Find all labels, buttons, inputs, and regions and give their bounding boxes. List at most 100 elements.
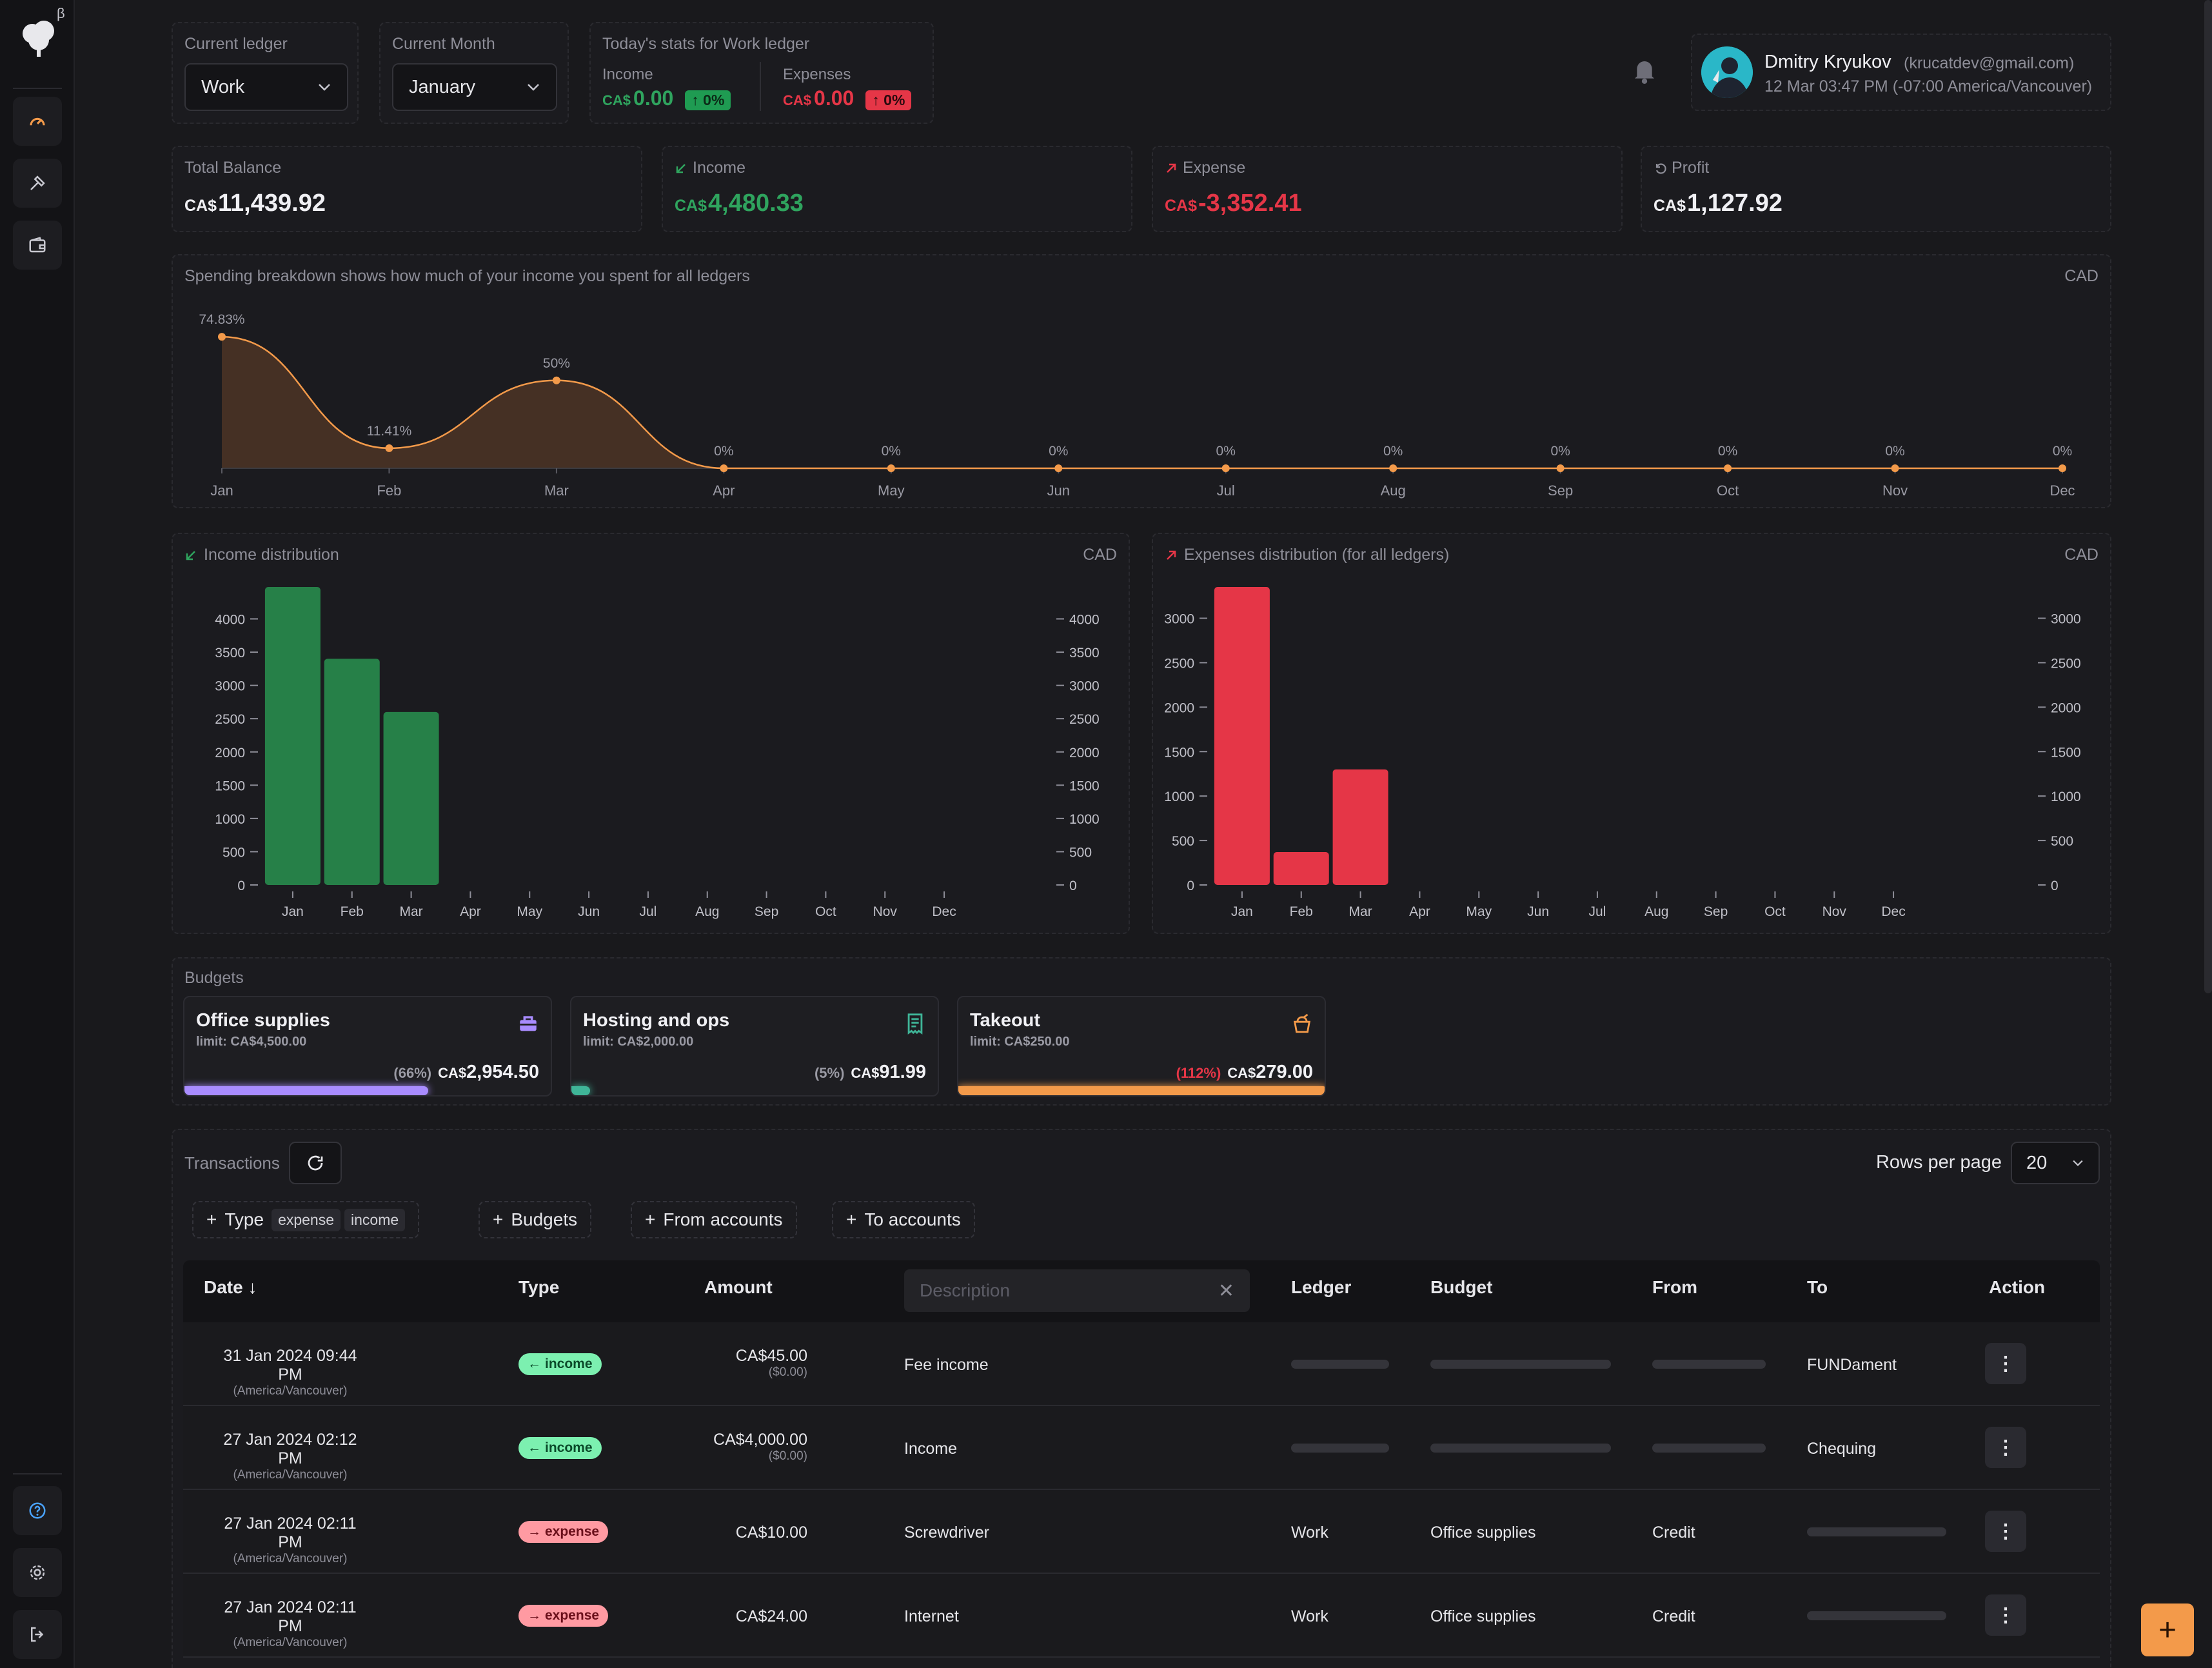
budget-limit: limit: CA$4,500.00 <box>196 1035 307 1049</box>
filter-from-accounts-button[interactable]: + From accounts <box>631 1201 797 1238</box>
column-amount-header: Amount <box>704 1277 773 1297</box>
budget-card[interactable]: Takeout limit: CA$250.00 (112%) CA$279.00 <box>957 996 1326 1097</box>
row-date: 27 Jan 2024 02:12 PM (America/Vancouver) <box>223 1431 357 1482</box>
x-tick-label: Aug <box>695 904 719 919</box>
spending-point[interactable] <box>887 464 895 472</box>
refresh-button[interactable] <box>289 1142 342 1184</box>
expenses-chart-header: Expenses distribution (for all ledgers) <box>1165 546 1449 564</box>
row-description: Screwdriver <box>904 1524 989 1542</box>
x-tick-label: Apr <box>1409 904 1430 919</box>
table-row[interactable]: 27 Jan 2024 02:11 PM (America/Vancouver) →… <box>183 1574 2100 1658</box>
row-ledger: Work <box>1291 1607 1328 1625</box>
row-action-button[interactable]: ⋮ <box>1985 1427 2026 1468</box>
filter-chip-expense[interactable]: expense <box>272 1208 341 1231</box>
row-to: FUNDament <box>1807 1356 1897 1374</box>
summary-card: Profit CA$ 1,127.92 <box>1641 146 2111 232</box>
spending-x-tick-label: Oct <box>1717 482 1739 499</box>
filter-to-accounts-button[interactable]: + To accounts <box>832 1201 975 1238</box>
table-row[interactable]: 27 Jan 2024 02:11 PM (America/Vancouver) →… <box>183 1490 2100 1574</box>
arrow-right-icon: → <box>528 1608 541 1623</box>
help-button[interactable] <box>13 1486 62 1535</box>
income-chart-header: Income distribution <box>184 546 339 564</box>
briefcase-icon <box>520 1016 537 1031</box>
y-tick-label-right: 0 <box>2051 879 2059 893</box>
spending-point[interactable] <box>720 464 728 472</box>
x-tick-label: Sep <box>1704 904 1728 919</box>
settings-button[interactable] <box>13 1548 62 1597</box>
budget-percent: (112%) <box>1176 1065 1221 1081</box>
notifications-button[interactable] <box>1632 57 1657 85</box>
table-row[interactable]: 31 Jan 2024 09:44 PM (America/Vancouver) ←… <box>183 1322 2100 1406</box>
user-profile-card[interactable]: Dmitry Kryukov (krucatdev@gmail.com) 12 … <box>1691 34 2111 111</box>
chevron-down-icon <box>528 84 539 91</box>
budget-percent: (66%) <box>393 1065 432 1081</box>
x-tick-label: Feb <box>341 904 364 919</box>
bar[interactable] <box>1332 769 1388 885</box>
bar[interactable] <box>1273 852 1329 885</box>
spending-point[interactable] <box>1724 464 1732 472</box>
spending-point[interactable] <box>1556 464 1565 472</box>
clear-icon[interactable]: ✕ <box>1218 1280 1234 1302</box>
sidebar-item-dashboard[interactable] <box>13 97 62 146</box>
income-chart-unit: CAD <box>1083 546 1117 564</box>
bar[interactable] <box>1214 587 1270 885</box>
filter-type-label: Type <box>224 1209 264 1229</box>
row-action-button[interactable]: ⋮ <box>1985 1594 2026 1636</box>
plus-icon: + <box>846 1209 857 1229</box>
y-tick-label-right: 1000 <box>1069 812 1100 827</box>
filter-from-label: From accounts <box>663 1209 783 1229</box>
spending-point[interactable] <box>2059 464 2066 472</box>
sidebar-item-wallet[interactable] <box>13 221 62 270</box>
spending-x-tick-label: Jun <box>1047 482 1070 499</box>
summary-card-header: Income <box>675 159 746 177</box>
spending-point[interactable] <box>1054 464 1063 472</box>
spending-point[interactable] <box>1389 464 1397 472</box>
bar[interactable] <box>264 587 321 885</box>
chevron-down-icon <box>319 84 330 91</box>
sidebar-item-tools[interactable] <box>13 159 62 208</box>
spending-data-label: 0% <box>882 444 901 459</box>
spending-point[interactable] <box>218 333 226 341</box>
bar[interactable] <box>383 711 439 885</box>
scrollbar[interactable] <box>2204 0 2212 993</box>
month-select[interactable]: January <box>392 63 557 111</box>
spending-point[interactable] <box>385 444 393 452</box>
summary-card-label: Profit <box>1672 159 1710 177</box>
rows-per-page-select[interactable]: 20 <box>2011 1142 2100 1184</box>
row-action-button[interactable]: ⋮ <box>1985 1511 2026 1552</box>
spending-data-label: 0% <box>1049 444 1068 459</box>
budget-card[interactable]: Hosting and ops limit: CA$2,000.00 (5%) CA$… <box>570 996 939 1097</box>
y-tick-label: 3000 <box>215 679 245 694</box>
today-stats-title: Today's stats for Work ledger <box>602 35 810 53</box>
description-filter-input[interactable]: Description ✕ <box>904 1269 1250 1312</box>
row-to-placeholder <box>1807 1527 1946 1536</box>
today-expenses-change-badge: ↑ 0% <box>865 90 912 110</box>
filter-budgets-button[interactable]: + Budgets <box>479 1201 592 1238</box>
row-description: Income <box>904 1440 957 1458</box>
column-date-header[interactable]: Date ↓ <box>204 1277 257 1297</box>
refresh-icon <box>308 1155 323 1171</box>
row-type-badge: → expense <box>518 1605 609 1627</box>
budget-card[interactable]: Office supplies limit: CA$4,500.00 (66%) CA… <box>183 996 552 1097</box>
bar[interactable] <box>324 659 380 885</box>
spending-chart-title: Spending breakdown shows how much of you… <box>184 267 750 285</box>
ledger-select[interactable]: Work <box>184 63 348 111</box>
spending-point[interactable] <box>1891 464 1899 472</box>
x-tick-label: Mar <box>1348 904 1372 919</box>
add-transaction-button[interactable]: + <box>2141 1603 2194 1656</box>
x-tick-label: Apr <box>460 904 481 919</box>
spending-x-tick-label: Aug <box>1381 482 1406 499</box>
x-tick-label: Feb <box>1290 904 1313 919</box>
more-vertical-icon: ⋮ <box>1996 1520 2015 1542</box>
row-action-button[interactable]: ⋮ <box>1985 1343 2026 1384</box>
spending-point[interactable] <box>552 376 560 384</box>
table-row[interactable]: 27 Jan 2024 02:12 PM (America/Vancouver) ←… <box>183 1406 2100 1490</box>
filter-chip-income[interactable]: income <box>344 1208 406 1231</box>
summary-card-header: Profit <box>1654 159 1709 177</box>
y-tick-label-right: 3500 <box>1069 646 1100 660</box>
row-description: Internet <box>904 1607 959 1625</box>
spending-data-label: 0% <box>714 444 733 459</box>
spending-point[interactable] <box>1221 464 1230 472</box>
filter-type-button[interactable]: + Type expense income <box>192 1201 420 1238</box>
logout-button[interactable] <box>13 1610 62 1659</box>
